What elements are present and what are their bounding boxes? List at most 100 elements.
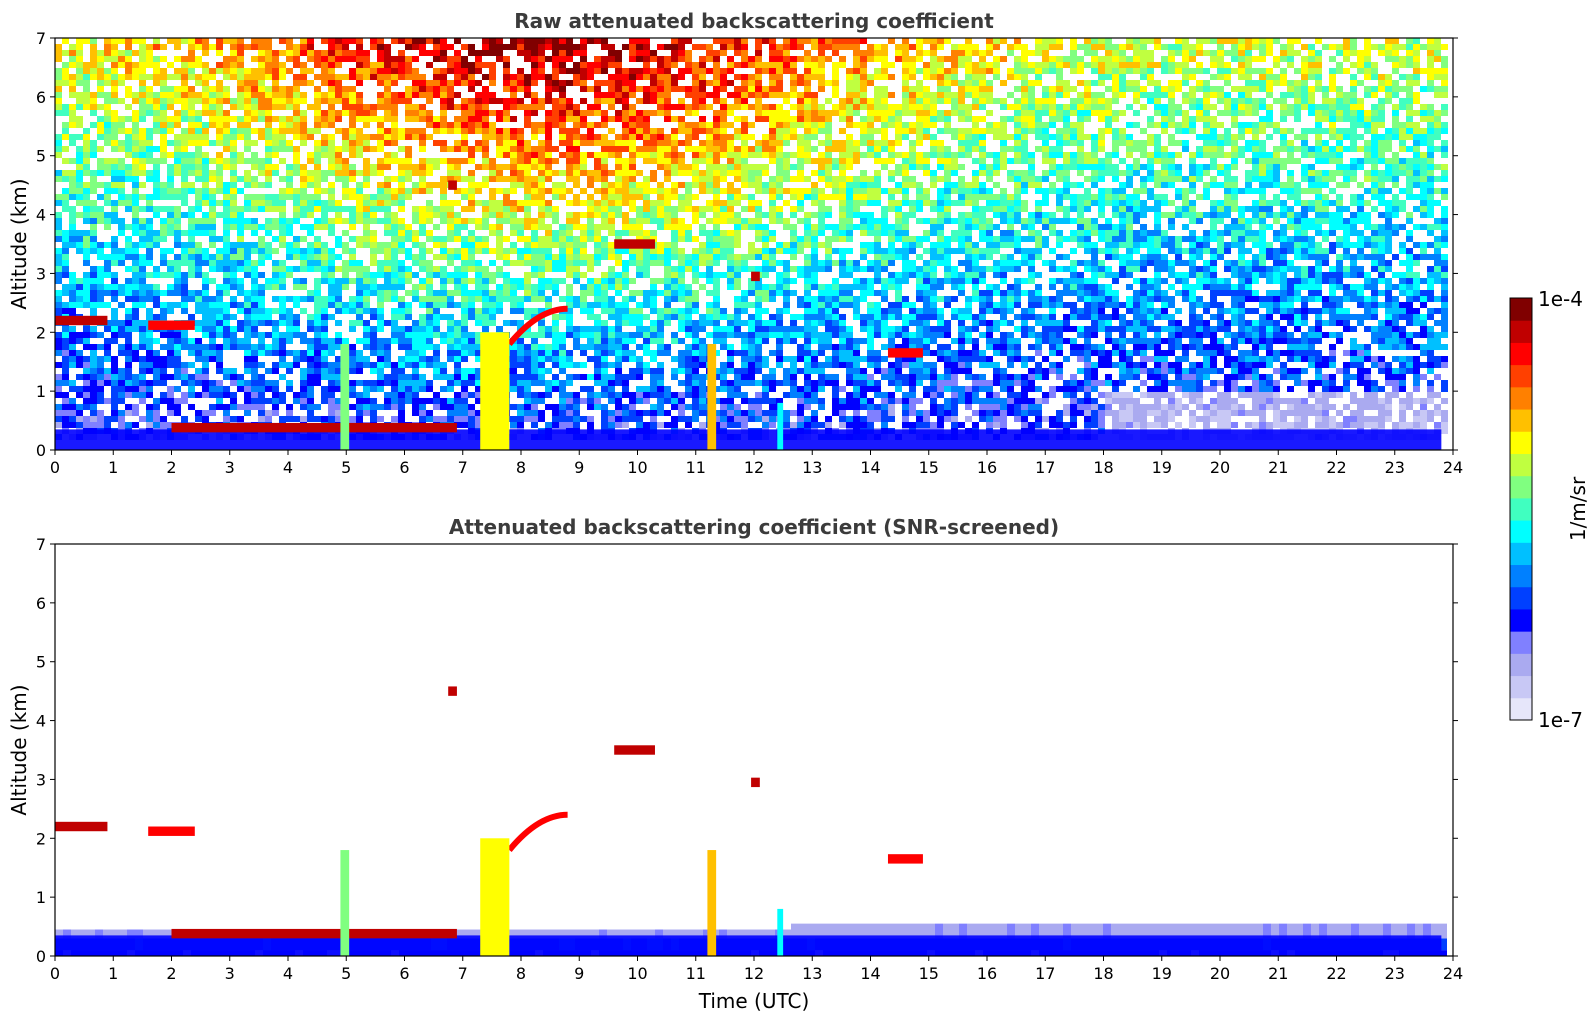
noise-cell [104, 212, 111, 218]
noise-cell [272, 140, 279, 146]
noise-cell [111, 212, 118, 218]
noise-cell [223, 92, 230, 98]
noise-cell [419, 92, 426, 98]
noise-cell [888, 224, 895, 230]
noise-cell [1084, 194, 1091, 200]
noise-cell [69, 194, 76, 200]
noise-cell [818, 116, 825, 122]
noise-cell [482, 74, 489, 80]
noise-cell [293, 62, 300, 68]
noise-cell [615, 182, 622, 188]
noise-cell [251, 158, 258, 164]
noise-cell [1161, 68, 1168, 74]
noise-cell [1203, 86, 1210, 92]
noise-cell [1126, 122, 1133, 128]
noise-cell [643, 74, 650, 80]
noise-cell [314, 62, 321, 68]
noise-cell [363, 176, 370, 182]
noise-cell [97, 116, 104, 122]
noise-cell [895, 182, 902, 188]
noise-cell [1392, 38, 1399, 44]
noise-cell [433, 224, 440, 230]
noise-cell [503, 206, 510, 212]
noise-cell [83, 182, 90, 188]
noise-cell [776, 110, 783, 116]
noise-cell [853, 146, 860, 152]
noise-cell [1420, 206, 1427, 212]
noise-cell [1091, 50, 1098, 56]
noise-cell [699, 206, 706, 212]
noise-cell [188, 92, 195, 98]
noise-cell [55, 110, 62, 116]
noise-cell [356, 92, 363, 98]
noise-cell [797, 236, 804, 242]
noise-cell [643, 38, 650, 44]
noise-cell [594, 38, 601, 44]
noise-cell [440, 122, 447, 128]
noise-cell [818, 104, 825, 110]
noise-cell [930, 152, 937, 158]
noise-cell [90, 146, 97, 152]
noise-cell [1077, 104, 1084, 110]
noise-cell [769, 158, 776, 164]
noise-cell [251, 152, 258, 158]
noise-cell [475, 104, 482, 110]
noise-cell [692, 128, 699, 134]
noise-cell [132, 74, 139, 80]
noise-cell [1000, 146, 1007, 152]
noise-cell [181, 92, 188, 98]
noise-cell [944, 38, 951, 44]
noise-cell [1105, 68, 1112, 74]
noise-cell [601, 158, 608, 164]
noise-cell [1252, 158, 1259, 164]
noise-cell [118, 146, 125, 152]
noise-cell [636, 212, 643, 218]
noise-cell [118, 164, 125, 170]
noise-cell [1021, 98, 1028, 104]
noise-cell [517, 128, 524, 134]
noise-cell [1322, 182, 1329, 188]
noise-cell [958, 230, 965, 236]
noise-cell [314, 152, 321, 158]
noise-cell [1007, 176, 1014, 182]
noise-cell [930, 116, 937, 122]
noise-cell [202, 188, 209, 194]
noise-cell [1077, 200, 1084, 206]
noise-cell [342, 50, 349, 56]
noise-cell [860, 188, 867, 194]
noise-cell [1434, 68, 1441, 74]
noise-cell [1441, 194, 1448, 200]
noise-cell [573, 146, 580, 152]
noise-cell [1070, 140, 1077, 146]
noise-cell [1063, 134, 1070, 140]
noise-cell [531, 92, 538, 98]
noise-cell [811, 212, 818, 218]
noise-cell [97, 194, 104, 200]
noise-cell [664, 218, 671, 224]
noise-cell [1119, 80, 1126, 86]
noise-cell [391, 218, 398, 224]
noise-cell [993, 212, 1000, 218]
noise-cell [1175, 194, 1182, 200]
noise-cell [846, 182, 853, 188]
noise-cell [545, 152, 552, 158]
noise-cell [685, 200, 692, 206]
noise-cell [384, 230, 391, 236]
noise-cell [237, 236, 244, 242]
noise-cell [1343, 176, 1350, 182]
noise-cell [300, 38, 307, 44]
noise-cell [1294, 50, 1301, 56]
noise-cell [580, 224, 587, 230]
noise-cell [300, 188, 307, 194]
noise-cell [258, 170, 265, 176]
noise-cell [713, 134, 720, 140]
noise-cell [671, 86, 678, 92]
noise-cell [76, 236, 83, 242]
noise-cell [1056, 128, 1063, 134]
noise-cell [664, 92, 671, 98]
noise-cell [1357, 134, 1364, 140]
noise-cell [650, 146, 657, 152]
noise-cell [566, 104, 573, 110]
noise-cell [90, 188, 97, 194]
noise-cell [482, 224, 489, 230]
